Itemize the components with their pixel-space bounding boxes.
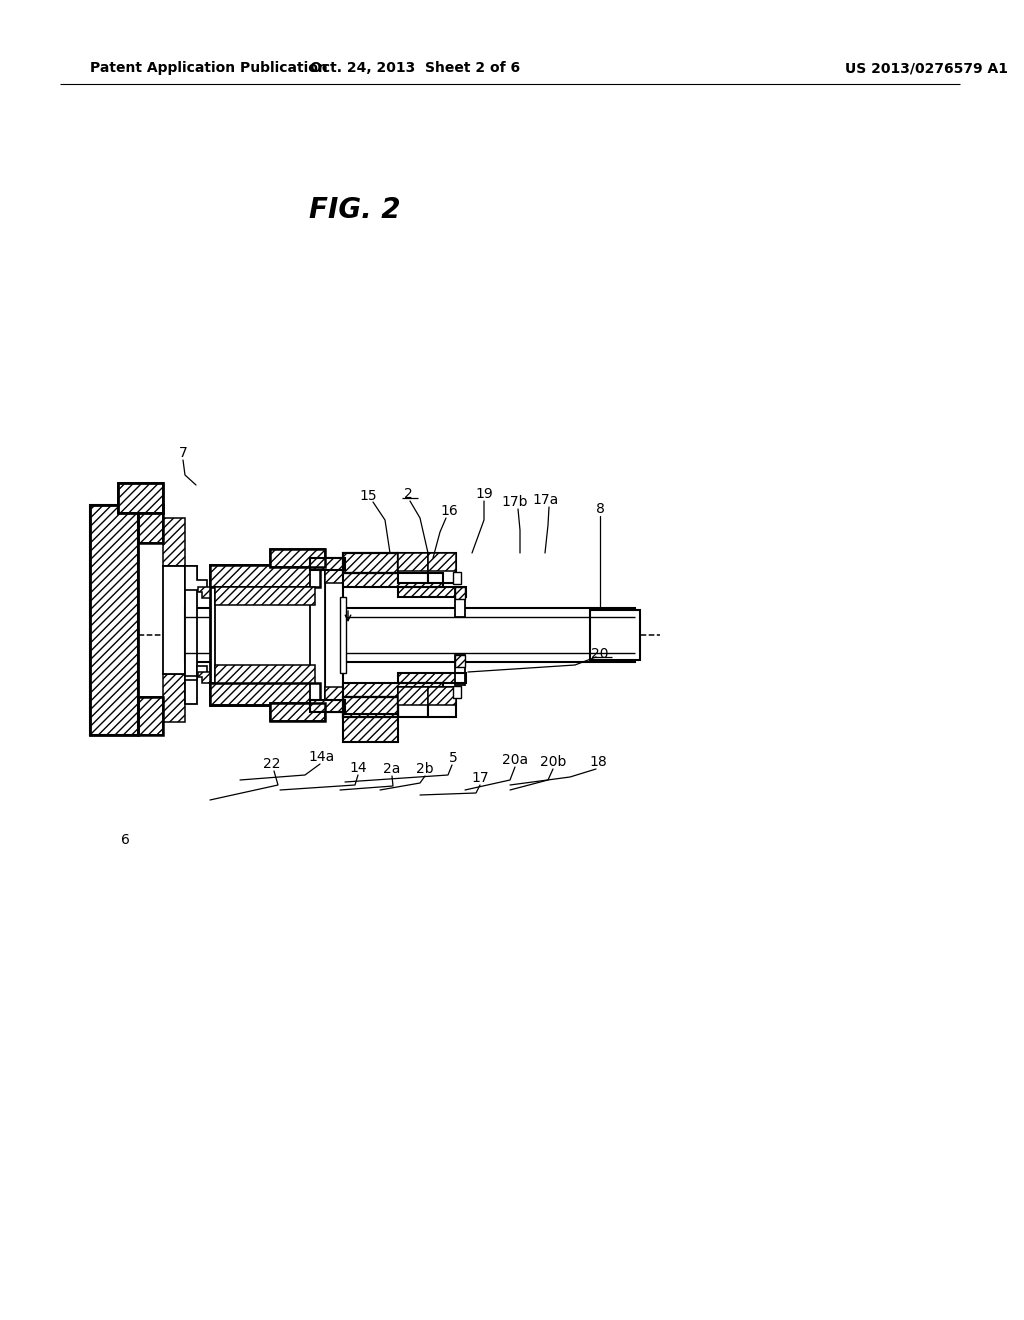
Text: FIG. 2: FIG. 2 <box>309 195 400 224</box>
Text: 14a: 14a <box>309 750 335 764</box>
Text: Patent Application Publication: Patent Application Publication <box>90 61 328 75</box>
Bar <box>163 517 185 566</box>
Bar <box>398 553 428 583</box>
Bar <box>428 553 456 583</box>
Text: 17a: 17a <box>532 492 559 507</box>
Bar <box>210 682 319 705</box>
Text: 2b: 2b <box>416 762 434 776</box>
Bar <box>215 665 315 682</box>
Bar <box>325 565 343 583</box>
Bar <box>270 549 325 568</box>
Bar <box>343 573 443 587</box>
Bar <box>455 587 465 616</box>
Bar <box>343 573 443 587</box>
Bar <box>138 506 163 543</box>
Bar <box>210 565 319 587</box>
Bar <box>398 587 466 597</box>
Bar <box>325 558 343 711</box>
Text: 2a: 2a <box>383 762 400 776</box>
Bar <box>398 587 466 597</box>
Text: 8: 8 <box>596 502 604 516</box>
Bar <box>343 682 443 697</box>
Text: Oct. 24, 2013  Sheet 2 of 6: Oct. 24, 2013 Sheet 2 of 6 <box>310 61 520 75</box>
Polygon shape <box>185 566 207 590</box>
Text: 17b: 17b <box>502 495 528 510</box>
Bar <box>325 686 343 705</box>
Text: 15: 15 <box>359 488 377 503</box>
Bar <box>310 700 345 711</box>
Bar <box>185 609 635 663</box>
Text: 5: 5 <box>449 751 458 766</box>
Text: 17: 17 <box>471 771 488 785</box>
Bar <box>398 686 428 705</box>
Bar <box>398 553 428 572</box>
Bar <box>340 597 346 673</box>
Text: 7: 7 <box>178 446 187 459</box>
Bar <box>210 565 319 705</box>
Text: 20: 20 <box>591 647 608 661</box>
Bar <box>210 565 319 587</box>
Text: 6: 6 <box>121 833 129 847</box>
Bar <box>428 553 456 572</box>
Bar <box>215 587 315 605</box>
Bar <box>398 673 466 682</box>
Bar <box>138 506 163 543</box>
Text: 14: 14 <box>349 762 367 775</box>
Polygon shape <box>185 667 207 680</box>
Bar <box>138 697 163 735</box>
Bar <box>270 704 325 721</box>
Text: 2: 2 <box>403 487 413 502</box>
Bar <box>590 610 640 660</box>
Bar <box>163 675 185 722</box>
Bar <box>343 714 398 742</box>
Bar <box>343 553 398 573</box>
Bar <box>455 655 465 685</box>
Bar <box>453 686 461 698</box>
Bar <box>310 558 345 570</box>
Bar <box>455 655 465 667</box>
Bar <box>343 697 398 717</box>
Bar <box>215 587 315 682</box>
Bar <box>428 686 456 717</box>
Bar <box>310 700 345 711</box>
Text: 20a: 20a <box>502 752 528 767</box>
Text: 18: 18 <box>589 755 607 770</box>
Bar <box>210 682 319 705</box>
Bar <box>185 566 197 704</box>
Text: 22: 22 <box>263 756 281 771</box>
Bar <box>310 558 345 570</box>
Bar <box>453 572 461 583</box>
Bar <box>455 587 465 599</box>
Bar <box>138 697 163 735</box>
Bar <box>398 686 428 717</box>
Bar <box>310 558 325 711</box>
Bar <box>118 483 163 513</box>
Bar <box>343 714 398 742</box>
Text: 19: 19 <box>475 487 493 502</box>
Bar <box>90 506 138 735</box>
Bar <box>90 506 138 735</box>
Bar <box>343 553 398 573</box>
Bar <box>343 682 443 697</box>
Bar <box>118 483 163 513</box>
Bar <box>428 686 456 705</box>
Polygon shape <box>198 672 210 682</box>
Bar <box>270 549 325 568</box>
Bar <box>343 697 398 717</box>
Polygon shape <box>198 587 210 598</box>
Bar <box>163 566 185 675</box>
Bar <box>398 673 466 682</box>
Text: US 2013/0276579 A1: US 2013/0276579 A1 <box>845 61 1008 75</box>
Text: 16: 16 <box>440 504 458 517</box>
Bar <box>270 704 325 721</box>
Text: 20b: 20b <box>540 755 566 770</box>
